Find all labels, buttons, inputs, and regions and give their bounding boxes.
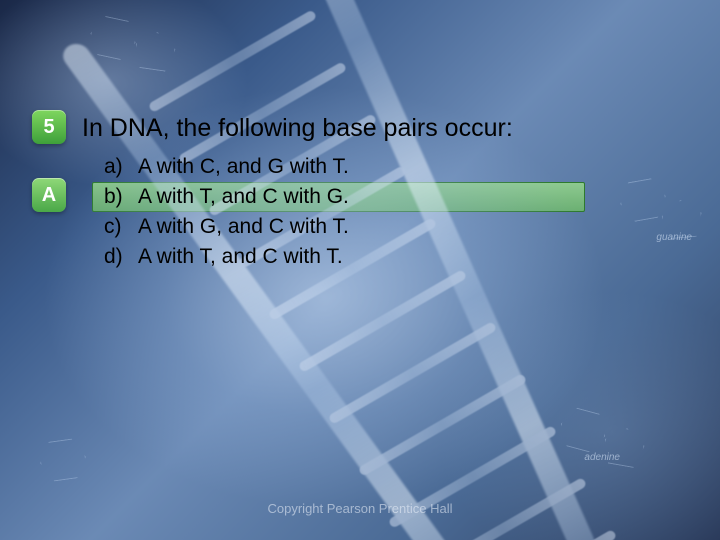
question-number: 5 xyxy=(43,116,54,139)
slide-content: 5 A In DNA, the following base pairs occ… xyxy=(0,0,720,540)
copyright-text: Copyright Pearson Prentice Hall xyxy=(0,501,720,516)
option-letter: a) xyxy=(104,152,138,182)
option-text: A with C, and G with T. xyxy=(138,152,349,182)
option-text: A with G, and C with T. xyxy=(138,212,349,242)
option-letter: b) xyxy=(104,182,138,212)
option-d: d) A with T, and C with T. xyxy=(98,242,355,272)
option-letter: d) xyxy=(104,242,138,272)
option-b: b) A with T, and C with G. xyxy=(98,182,355,212)
question-number-icon: 5 xyxy=(32,110,66,144)
answer-letter: A xyxy=(42,184,56,207)
question-text: In DNA, the following base pairs occur: xyxy=(82,114,513,143)
option-text: A with T, and C with T. xyxy=(138,242,343,272)
option-letter: c) xyxy=(104,212,138,242)
options-list: a) A with C, and G with T. b) A with T, … xyxy=(98,152,355,272)
option-c: c) A with G, and C with T. xyxy=(98,212,355,242)
option-a: a) A with C, and G with T. xyxy=(98,152,355,182)
option-text: A with T, and C with G. xyxy=(138,182,349,212)
answer-letter-icon: A xyxy=(32,178,66,212)
